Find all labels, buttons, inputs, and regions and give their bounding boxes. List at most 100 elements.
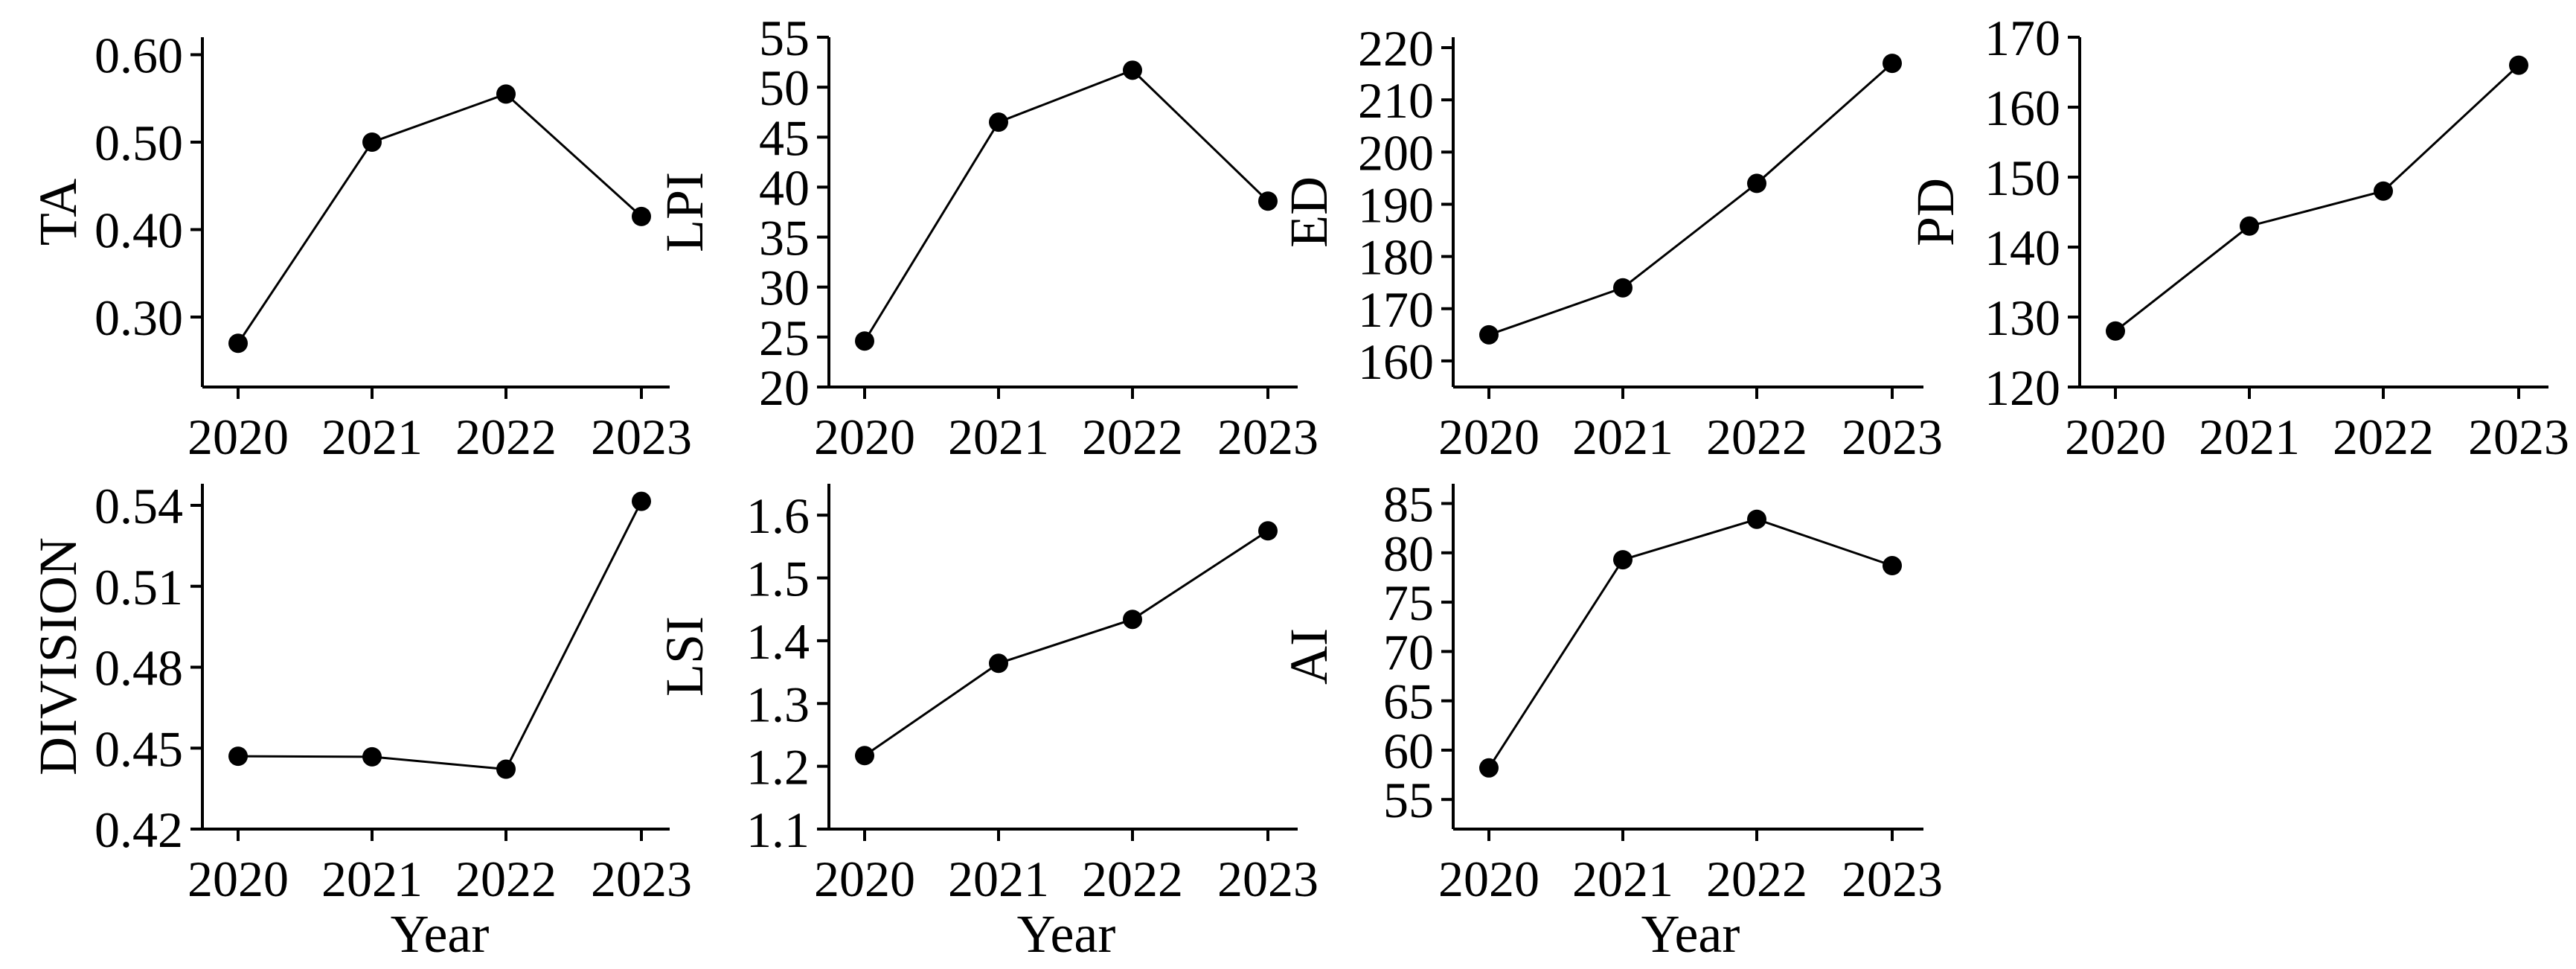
x-tick-label: 2021	[948, 409, 1049, 465]
y-tick-label: 170	[1358, 281, 1434, 338]
x-tick-label: 2020	[188, 851, 289, 907]
series-line	[1488, 62, 1893, 336]
data-point	[632, 491, 651, 511]
y-tick-label: 200	[1358, 124, 1434, 181]
x-tick-label: 2020	[1438, 851, 1539, 907]
data-point	[362, 746, 382, 767]
y-tick-label: 120	[1984, 359, 2060, 416]
data-point	[2106, 321, 2125, 341]
subplot-pd: 120 130 140 150 160 170 2020 2021 2022 2023 PD	[1906, 10, 2569, 465]
y-tick-label: 1.5	[746, 551, 810, 607]
data-point	[989, 653, 1008, 674]
y-tick-label: 190	[1358, 176, 1434, 233]
y-tick-label: 0.48	[94, 640, 183, 697]
x-tick-label: 2022	[2333, 409, 2434, 465]
y-tick-label: 60	[1383, 723, 1434, 779]
data-point	[2374, 181, 2393, 201]
data-point	[496, 759, 516, 779]
series-line	[2115, 64, 2520, 332]
series-line	[237, 92, 643, 345]
subplot-lsi: 1.1 1.2 1.3 1.4 1.5 1.6 2020 2021 2022 2023 LSI Yea…	[655, 484, 1319, 964]
data-point	[1258, 521, 1278, 541]
y-tick-label: 1.1	[746, 802, 810, 858]
y-tick-label: 55	[759, 10, 810, 66]
y-axis-title: AI	[1279, 628, 1339, 685]
x-axis-title: Year	[1641, 904, 1740, 964]
y-tick-label: 40	[759, 159, 810, 216]
x-tick-label: 2022	[1706, 409, 1807, 465]
y-tick-label: 0.40	[94, 202, 183, 259]
y-tick-label: 0.54	[94, 478, 183, 534]
data-point	[1747, 173, 1766, 194]
x-tick-label: 2022	[1706, 851, 1807, 907]
x-axis-title: Year	[1017, 904, 1116, 964]
y-tick-label: 160	[1984, 80, 2060, 136]
y-tick-label: 0.51	[94, 559, 183, 615]
subplot-division: 0.42 0.45 0.48 0.51 0.54 2020 2021 2022 2023 DIVI…	[28, 478, 692, 964]
data-point	[632, 206, 651, 226]
data-point	[1883, 556, 1902, 576]
x-tick-label: 2023	[591, 851, 692, 907]
y-tick-label: 25	[759, 310, 810, 366]
data-point	[228, 746, 248, 767]
x-tick-label: 2021	[1572, 851, 1673, 907]
y-tick-label: 170	[1984, 10, 2060, 66]
y-axis-title: ED	[1279, 176, 1339, 248]
y-tick-label: 20	[759, 359, 810, 416]
y-tick-label: 1.2	[746, 739, 810, 796]
data-point	[1613, 278, 1633, 298]
y-tick-label: 45	[759, 109, 810, 166]
y-axis-title: PD	[1906, 178, 1965, 246]
data-point	[1613, 550, 1633, 570]
data-point	[855, 331, 874, 351]
x-tick-label: 2022	[1082, 409, 1183, 465]
data-point	[2509, 55, 2528, 75]
x-tick-label: 2020	[814, 851, 915, 907]
y-tick-label: 0.50	[94, 115, 183, 171]
data-point	[1479, 758, 1499, 778]
y-tick-label: 50	[759, 60, 810, 116]
series-line	[863, 68, 1269, 342]
y-tick-label: 0.42	[94, 802, 183, 858]
y-tick-label: 1.3	[746, 676, 810, 732]
data-point	[228, 333, 248, 354]
y-axis-title: LSI	[655, 616, 714, 697]
data-point	[1123, 610, 1142, 630]
y-tick-label: 160	[1358, 333, 1434, 390]
data-point	[989, 112, 1008, 132]
x-axis-title: Year	[391, 904, 490, 964]
x-tick-label: 2022	[1082, 851, 1183, 907]
series-line	[864, 530, 1269, 757]
data-point	[855, 746, 874, 766]
x-tick-label: 2023	[2468, 409, 2569, 465]
data-point	[362, 132, 382, 152]
series-line	[1487, 518, 1893, 769]
y-tick-label: 0.45	[94, 720, 183, 777]
x-tick-label: 2023	[591, 409, 692, 465]
x-tick-label: 2021	[1572, 409, 1673, 465]
data-point	[1123, 60, 1142, 80]
data-point	[1883, 54, 1902, 74]
y-tick-label: 65	[1383, 674, 1434, 730]
y-axis-title: LPI	[655, 172, 714, 252]
x-tick-label: 2021	[321, 851, 423, 907]
y-axis-title: TA	[28, 179, 88, 246]
y-tick-label: 140	[1984, 220, 2060, 276]
x-tick-label: 2020	[2065, 409, 2166, 465]
y-tick-label: 85	[1383, 476, 1434, 533]
data-point	[496, 84, 516, 104]
x-tick-label: 2022	[455, 851, 557, 907]
x-tick-label: 2021	[321, 409, 423, 465]
y-tick-label: 150	[1984, 150, 2060, 206]
y-tick-label: 130	[1984, 290, 2060, 346]
y-tick-label: 1.4	[746, 613, 810, 670]
y-tick-label: 75	[1383, 575, 1434, 631]
x-tick-label: 2021	[948, 851, 1049, 907]
y-tick-label: 180	[1358, 229, 1434, 286]
y-tick-label: 70	[1383, 624, 1434, 680]
y-tick-label: 55	[1383, 772, 1434, 828]
